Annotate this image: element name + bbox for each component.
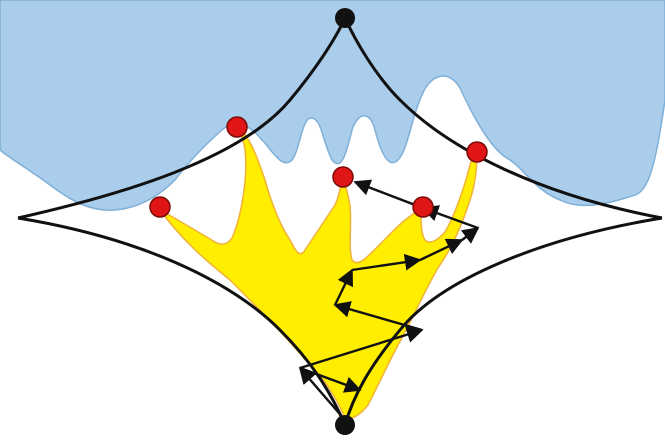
- arrow: [351, 253, 422, 272]
- arrow: [353, 179, 424, 210]
- arrow-path: [298, 179, 480, 421]
- tip-node: [332, 166, 354, 188]
- tip-node: [412, 196, 434, 218]
- tip-node: [466, 141, 488, 163]
- arrow: [333, 301, 423, 332]
- boundary-upper-right: [343, 17, 663, 220]
- tip-node: [149, 196, 171, 218]
- arrow: [298, 366, 346, 421]
- arrow: [333, 268, 354, 306]
- bottom-vertex-node: [335, 415, 355, 435]
- yellow-branch-region: [159, 127, 478, 420]
- arrow: [419, 238, 464, 262]
- boundary-lower-right: [343, 216, 663, 426]
- top-vertex-node: [335, 8, 355, 28]
- boundary-lower-left: [17, 216, 347, 426]
- arrow: [460, 226, 480, 244]
- arrow: [299, 326, 424, 370]
- boundary-upper-left: [17, 17, 347, 220]
- arrow: [299, 366, 362, 393]
- tip-node: [226, 116, 248, 138]
